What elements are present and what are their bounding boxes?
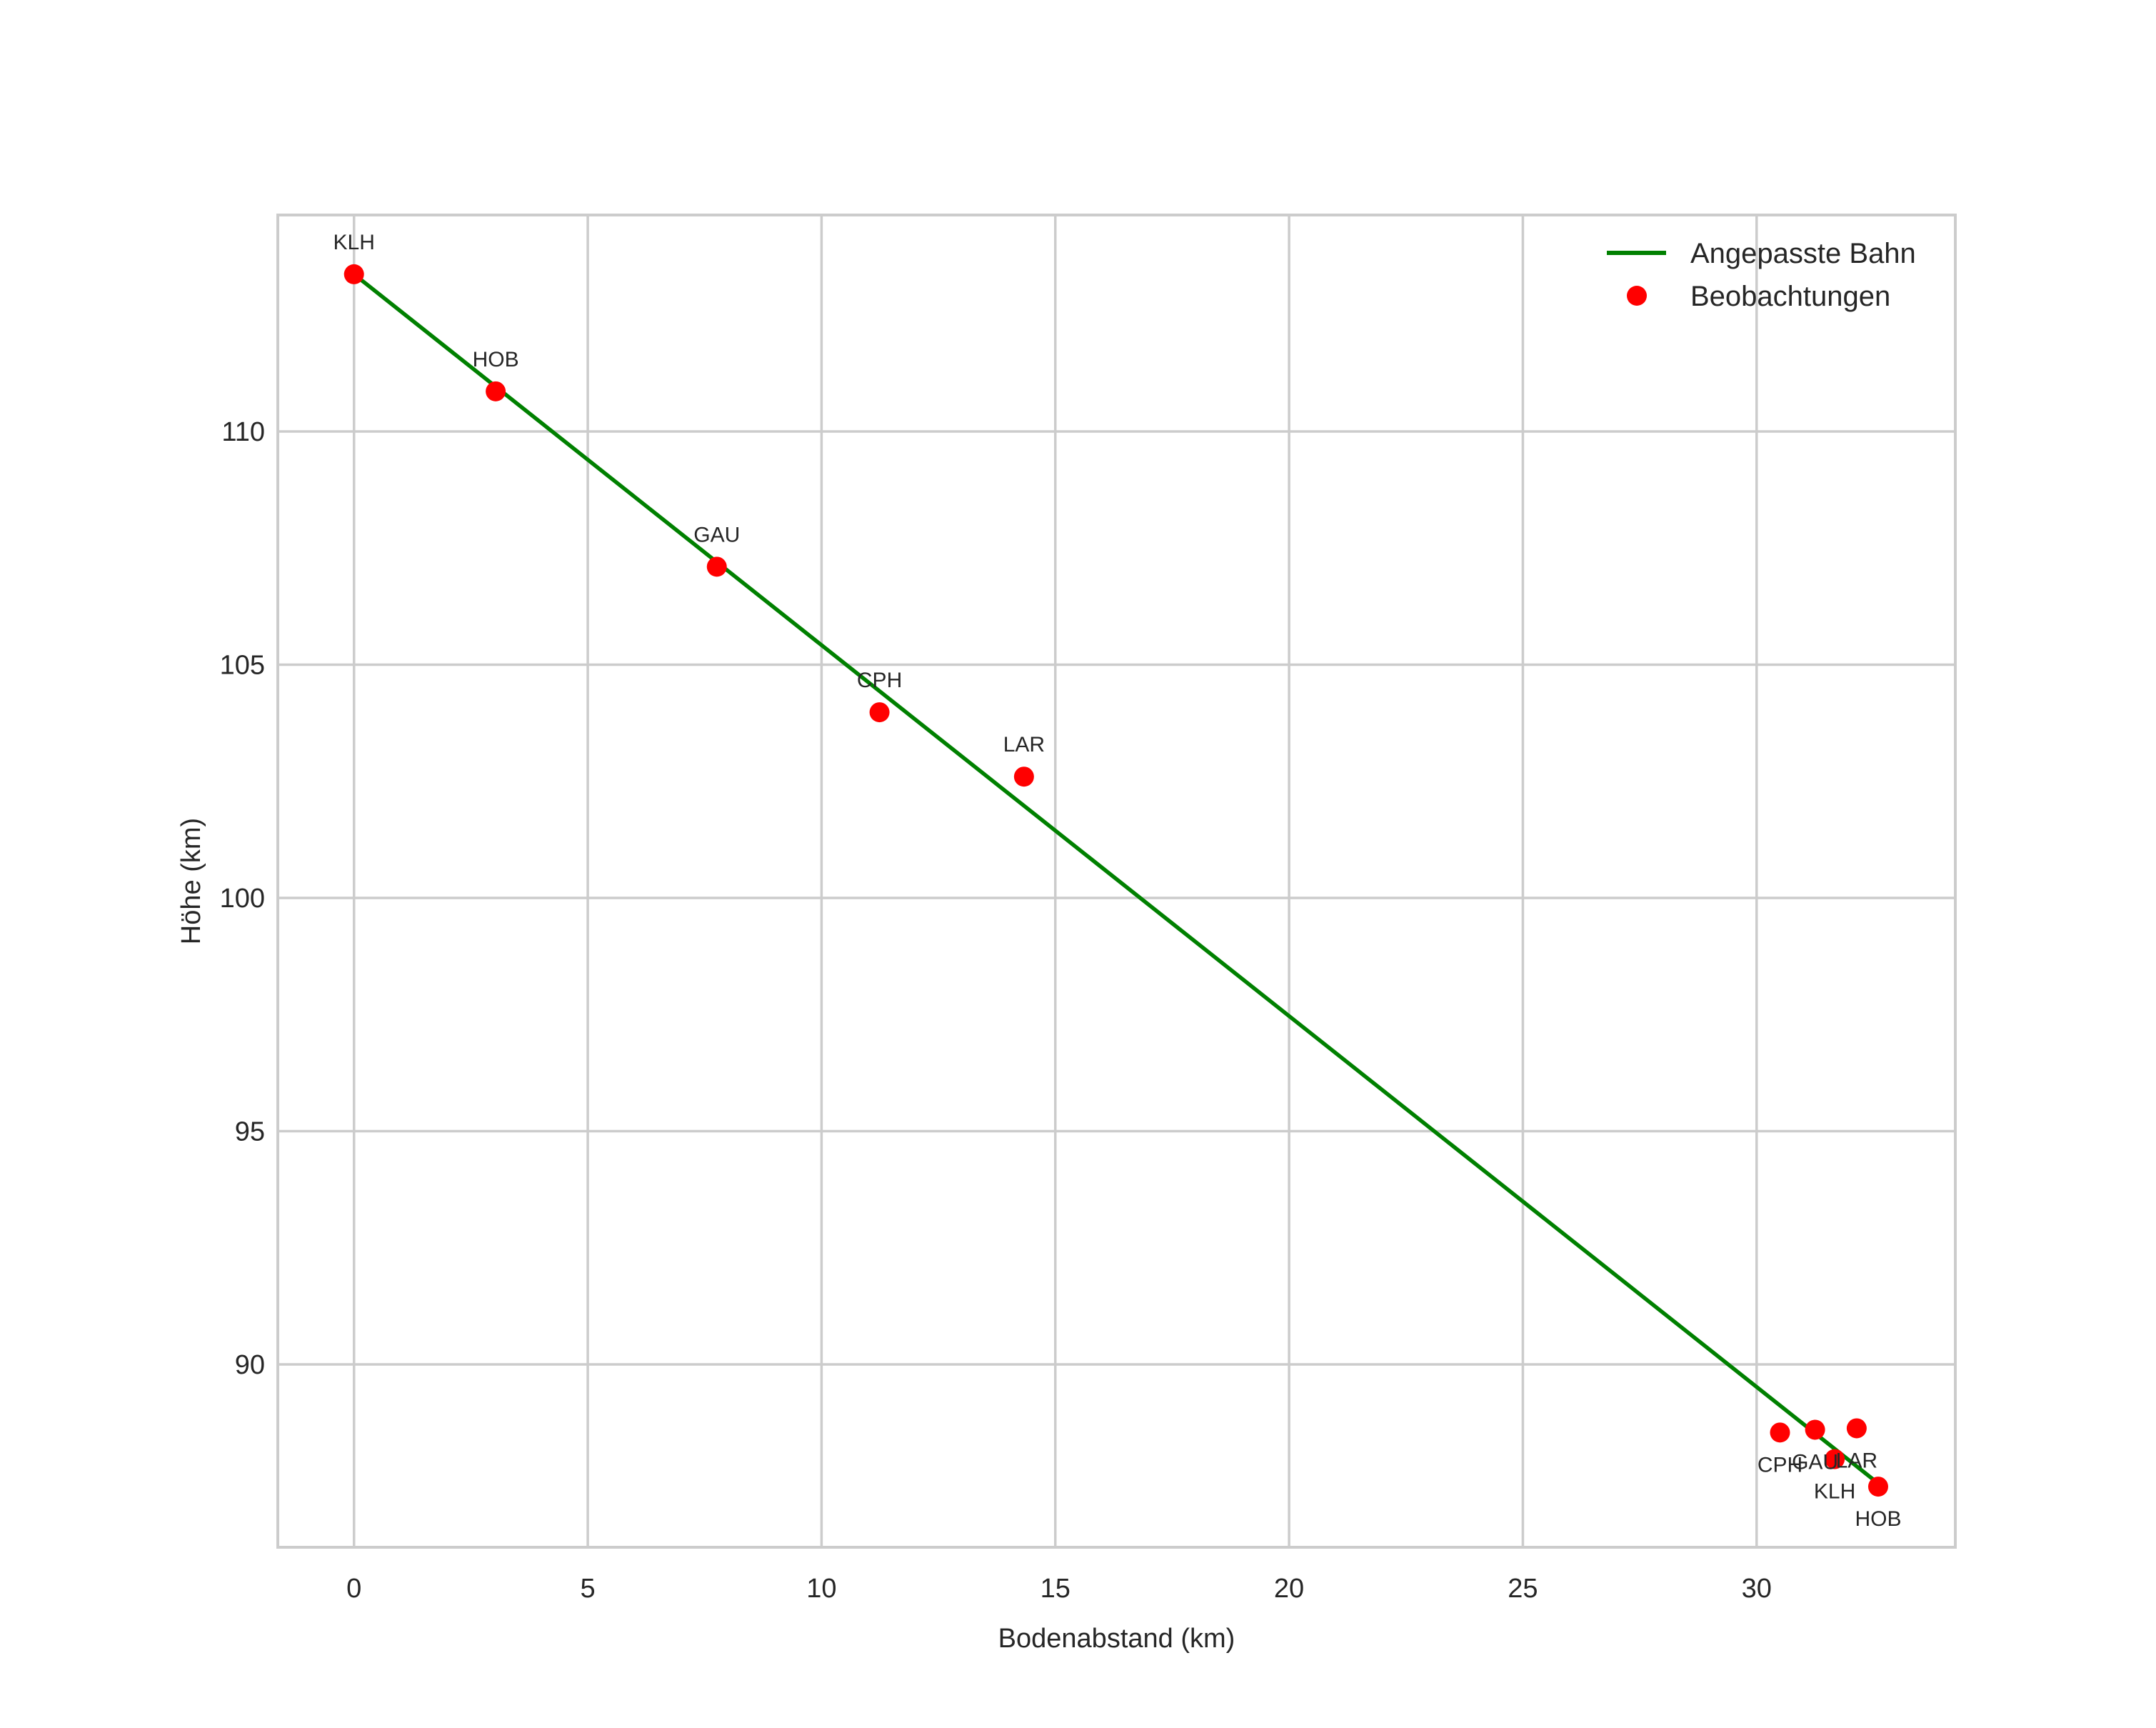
observation-point — [344, 264, 364, 284]
y-tick-label: 90 — [235, 1350, 265, 1380]
x-axis-label: Bodenabstand (km) — [998, 1624, 1235, 1654]
x-tick-label: 30 — [1742, 1574, 1772, 1604]
x-tick-label: 20 — [1274, 1574, 1304, 1604]
observation-point — [1770, 1422, 1790, 1443]
station-label: LAR — [1003, 733, 1045, 756]
plot-frame — [276, 214, 1957, 1549]
observation-point — [706, 556, 727, 577]
y-axis-label: Höhe (km) — [176, 818, 206, 944]
observation-point — [486, 381, 506, 401]
station-label: KLH — [334, 231, 375, 254]
observation-point — [1805, 1419, 1825, 1440]
legend: Angepasste Bahn Beobachtungen — [1607, 238, 1916, 312]
grid-lines — [278, 215, 1955, 1547]
y-tick-label: 100 — [220, 884, 265, 914]
station-label: GAU — [1792, 1450, 1838, 1474]
y-tick-label: 105 — [220, 651, 265, 681]
fitted-path-line — [353, 272, 1880, 1485]
station-label: KLH — [1814, 1480, 1855, 1504]
station-label: GAU — [693, 523, 740, 546]
observation-point — [1013, 766, 1034, 787]
legend-dot-marker — [1627, 286, 1647, 306]
legend-label-fitted-path: Angepasste Bahn — [1690, 238, 1916, 269]
x-tick-label: 0 — [346, 1574, 361, 1604]
y-tick-label: 95 — [235, 1117, 265, 1147]
observation-point — [1825, 1449, 1845, 1469]
station-label: HOB — [473, 348, 519, 371]
observation-point — [1846, 1418, 1867, 1439]
series-layer — [344, 264, 1888, 1497]
x-tick-label: 5 — [580, 1574, 595, 1604]
x-tick-label: 15 — [1041, 1574, 1071, 1604]
y-axis-ticks: 90 95 100 105 110 — [220, 417, 265, 1380]
station-label: CPH — [1758, 1453, 1802, 1477]
station-label: LAR — [1836, 1449, 1877, 1472]
observation-point — [1867, 1477, 1888, 1497]
x-tick-label: 10 — [806, 1574, 836, 1604]
x-axis-ticks: 0 5 10 15 20 25 30 — [346, 1574, 1772, 1604]
y-tick-label: 110 — [221, 417, 265, 447]
station-label: HOB — [1855, 1507, 1901, 1531]
x-tick-label: 25 — [1508, 1574, 1538, 1604]
observation-point — [869, 702, 890, 723]
station-label: CPH — [857, 669, 902, 692]
legend-label-observations: Beobachtungen — [1690, 281, 1890, 312]
